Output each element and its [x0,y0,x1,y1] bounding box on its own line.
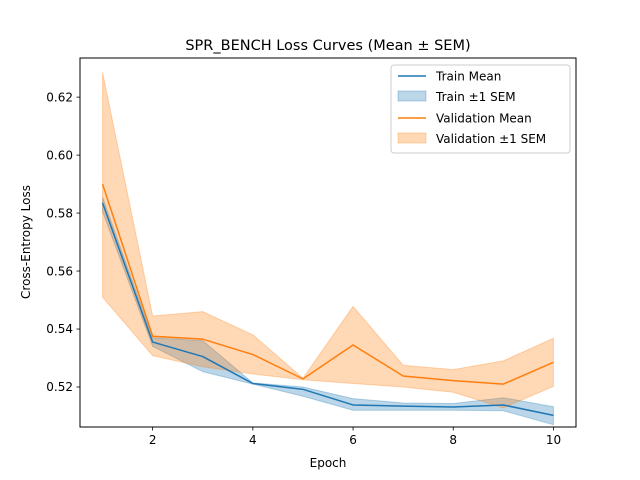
sem-bands [102,72,554,426]
legend-box [390,64,571,154]
legend-train-sem-label: Train ±1 SEM [435,90,516,104]
chart-title: SPR_BENCH Loss Curves (Mean ± SEM) [185,38,470,54]
legend-train-mean-label: Train Mean [435,70,501,84]
mean-lines [101,183,554,417]
y-axis-ticks: 0.52 0.54 0.56 0.58 0.60 0.62 [46,90,80,394]
legend-validation-mean-label: Validation Mean [436,112,532,126]
validation-sem-band [102,72,554,409]
x-axis-label: Epoch [310,456,347,470]
y-tick-label: 0.52 [46,380,73,394]
x-tick-label: 6 [349,433,357,447]
x-tick-label: 2 [149,433,157,447]
train-sem-band [102,196,554,426]
y-tick-label: 0.58 [46,206,73,220]
x-tick-label: 4 [249,433,257,447]
y-tick-label: 0.56 [46,264,73,278]
y-axis-label: Cross-Entropy Loss [19,185,33,299]
train-mean-line [101,202,554,417]
x-tick-label: 8 [449,433,457,447]
x-axis-ticks: 2 4 6 8 10 [149,427,561,447]
validation-mean-line [101,183,554,385]
legend-validation-sem-label: Validation ±1 SEM [436,132,546,146]
legend: Train Mean Train ±1 SEM Validation Mean … [390,64,571,154]
legend-validation-sem-swatch [397,132,427,144]
y-tick-label: 0.62 [46,90,73,104]
y-tick-label: 0.54 [46,322,73,336]
x-tick-label: 10 [546,433,561,447]
y-tick-label: 0.60 [46,148,73,162]
plot-frame [79,57,577,428]
legend-train-sem-swatch [397,90,427,102]
